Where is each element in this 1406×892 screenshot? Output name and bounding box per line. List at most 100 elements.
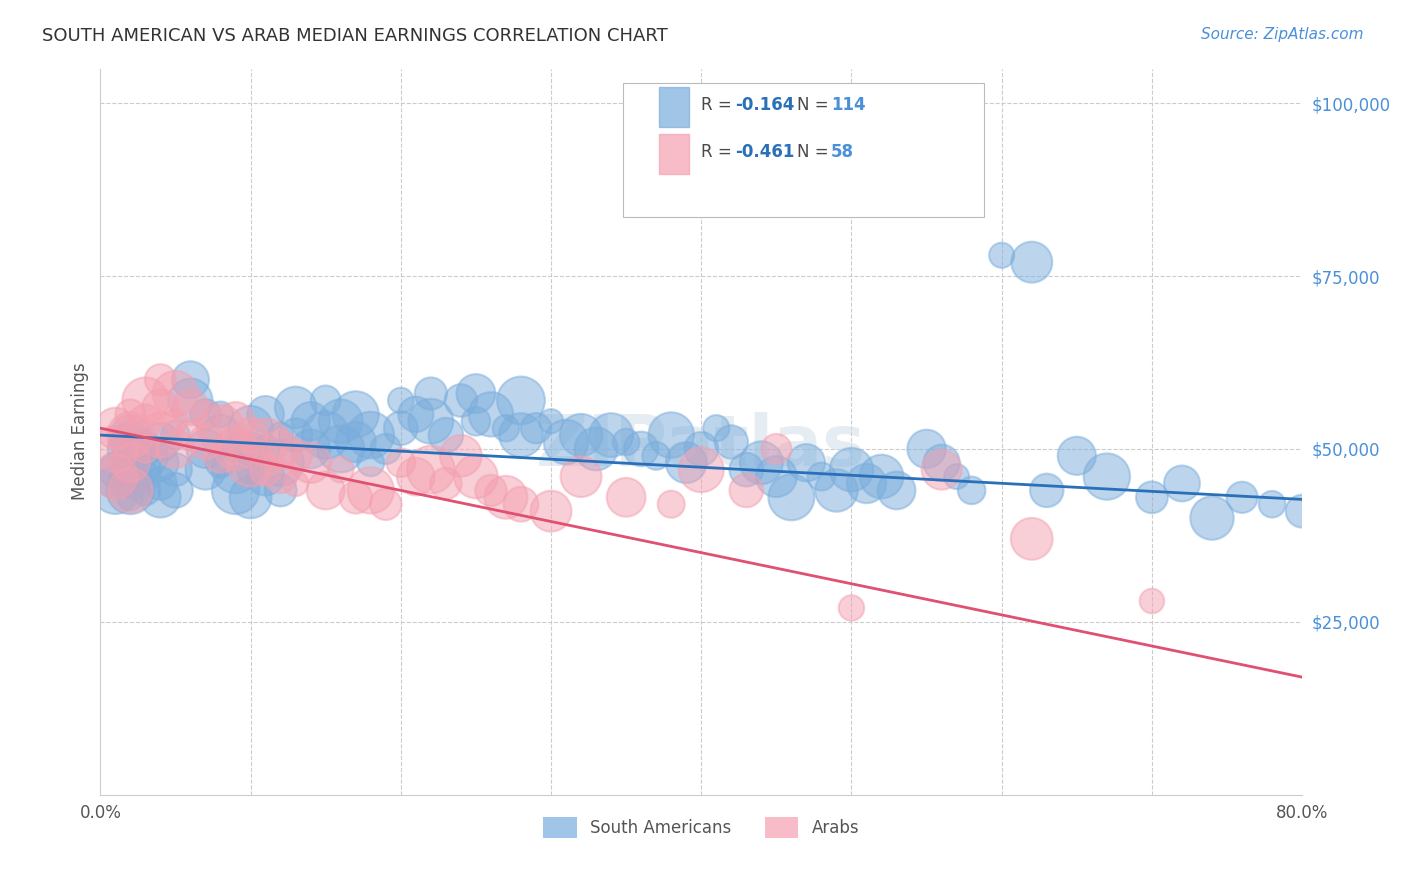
Point xyxy=(1140,594,1163,608)
Point xyxy=(1021,255,1043,269)
Point xyxy=(329,463,352,477)
Point xyxy=(165,386,187,401)
Point xyxy=(194,463,217,477)
Point xyxy=(120,428,142,442)
Point xyxy=(915,442,938,456)
Point xyxy=(690,442,713,456)
Point xyxy=(179,428,201,442)
Point xyxy=(209,421,232,435)
Point xyxy=(254,435,277,450)
Point xyxy=(120,456,142,470)
Point xyxy=(675,456,697,470)
Point xyxy=(225,442,247,456)
Point xyxy=(735,463,758,477)
Point xyxy=(931,463,953,477)
Point xyxy=(254,463,277,477)
Point xyxy=(165,414,187,428)
Point xyxy=(1351,532,1374,546)
Point xyxy=(510,428,533,442)
Point xyxy=(1201,511,1223,525)
Text: -0.461: -0.461 xyxy=(735,143,794,161)
Point xyxy=(464,386,486,401)
Point xyxy=(495,421,517,435)
Point xyxy=(841,463,863,477)
Point xyxy=(360,428,382,442)
Text: ZIPatlas: ZIPatlas xyxy=(536,411,866,481)
Point xyxy=(149,435,172,450)
Point xyxy=(495,491,517,505)
Point xyxy=(179,401,201,415)
Point xyxy=(344,435,367,450)
Point xyxy=(690,463,713,477)
Point xyxy=(389,393,412,408)
Point xyxy=(225,414,247,428)
Point xyxy=(179,393,201,408)
Point xyxy=(120,428,142,442)
Point xyxy=(179,373,201,387)
Point xyxy=(149,491,172,505)
Point xyxy=(960,483,983,498)
Point xyxy=(720,435,742,450)
Point xyxy=(104,463,127,477)
Point xyxy=(841,601,863,615)
Point xyxy=(1171,476,1194,491)
Point xyxy=(194,435,217,450)
Point xyxy=(270,483,292,498)
Point xyxy=(225,442,247,456)
Point xyxy=(555,435,578,450)
Point xyxy=(104,469,127,483)
Point xyxy=(120,483,142,498)
Point xyxy=(780,491,803,505)
Point xyxy=(270,469,292,483)
Point xyxy=(120,491,142,505)
Point xyxy=(284,401,307,415)
Point xyxy=(524,421,547,435)
Point xyxy=(855,476,877,491)
Point xyxy=(270,442,292,456)
Point xyxy=(510,393,533,408)
Point xyxy=(360,483,382,498)
Point xyxy=(299,456,322,470)
Point xyxy=(1291,504,1313,518)
Point xyxy=(870,469,893,483)
Point xyxy=(284,449,307,463)
Point xyxy=(299,414,322,428)
Point xyxy=(419,386,441,401)
Text: Source: ZipAtlas.com: Source: ZipAtlas.com xyxy=(1201,27,1364,42)
Point xyxy=(284,428,307,442)
Point xyxy=(735,483,758,498)
Point xyxy=(945,469,967,483)
Point xyxy=(120,407,142,421)
Text: 58: 58 xyxy=(831,143,853,161)
Point xyxy=(149,401,172,415)
Point xyxy=(374,497,396,511)
Point xyxy=(225,463,247,477)
Point xyxy=(315,428,337,442)
Point xyxy=(614,435,637,450)
Point xyxy=(344,491,367,505)
Point xyxy=(704,421,727,435)
Point xyxy=(165,442,187,456)
Point xyxy=(149,428,172,442)
Point xyxy=(134,483,156,498)
Point xyxy=(209,428,232,442)
Point xyxy=(194,442,217,456)
Point xyxy=(329,414,352,428)
Point xyxy=(1322,518,1344,533)
Y-axis label: Median Earnings: Median Earnings xyxy=(72,363,89,500)
Point xyxy=(765,442,787,456)
Point xyxy=(254,442,277,456)
Point xyxy=(270,428,292,442)
Point xyxy=(1140,491,1163,505)
Point xyxy=(299,442,322,456)
Point xyxy=(239,463,262,477)
Text: 114: 114 xyxy=(831,95,866,114)
Point xyxy=(209,456,232,470)
Point xyxy=(104,469,127,483)
Point xyxy=(194,407,217,421)
Point xyxy=(419,414,441,428)
Point xyxy=(315,483,337,498)
Point xyxy=(419,463,441,477)
Point xyxy=(134,449,156,463)
Point xyxy=(479,407,502,421)
